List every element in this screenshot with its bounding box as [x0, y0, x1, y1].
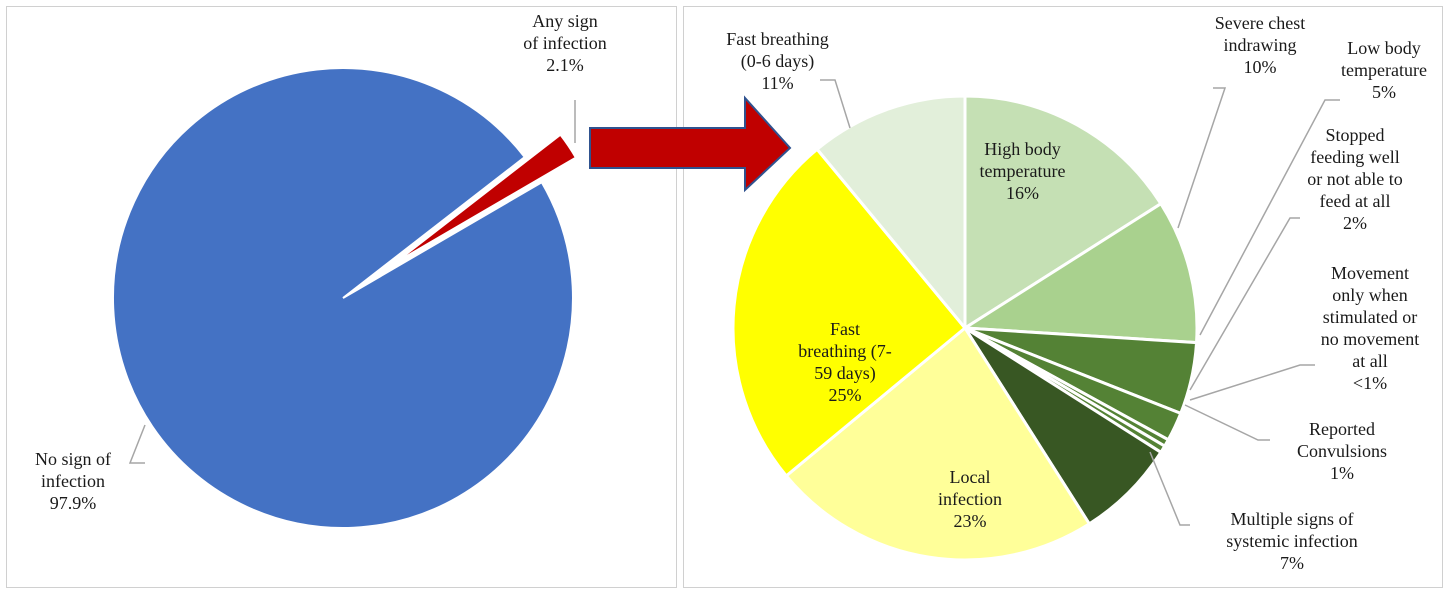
leader-line-7 [1184, 404, 1270, 441]
slice-multiple-signs-of-systemic-infection [963, 326, 1163, 526]
slice-label-low-temp: Low body temperature 5% [1341, 38, 1427, 102]
leader-line-4 [1199, 99, 1340, 336]
slice-label-stopped-feeding: Stopped feeding well or not able to feed… [1307, 125, 1403, 233]
leader-lines [128, 79, 1340, 526]
slice-label-severe-chest: Severe chest indrawing 10% [1214, 13, 1306, 77]
slice-severe-chest-indrawing [960, 201, 1199, 345]
slice-fast-breathing-7-59-days [731, 147, 968, 478]
slice-label-high-temp: High body temperature 16% [979, 139, 1066, 203]
slice-label-convulsions: Reported Convulsions 1% [1296, 419, 1388, 483]
slice-local-infection [784, 325, 1092, 562]
slice-label-fast-breathing-0-6: Fast breathing (0-6 days) 11% [726, 29, 829, 93]
leader-line-6 [1189, 364, 1315, 401]
leader-line-2 [820, 79, 851, 129]
slice-high-body-temperature [963, 94, 1163, 331]
slice-label-any-sign: Any sign of infection 2.1% [523, 11, 607, 75]
slice-label-fast-breathing-7-59: Fast breathing (7- 59 days) 25% [798, 319, 892, 405]
leader-line-3 [1177, 87, 1227, 229]
slice-label-multiple-signs: Multiple signs of systemic infection 7% [1226, 509, 1358, 573]
slice-no-sign-of-infection [111, 67, 574, 529]
leader-line-5 [1189, 217, 1300, 391]
leader-line-8 [1149, 451, 1190, 526]
overall-pie [111, 67, 578, 529]
slice-fast-breathing-0-6-days [815, 94, 967, 333]
slice-label-movement: Movement only when stimulated or no move… [1320, 263, 1420, 393]
breakdown-pie [731, 94, 1199, 562]
slice-label-local-infection: Local infection 23% [938, 467, 1002, 531]
slice-any-sign-of-infection [393, 133, 578, 265]
slice-label-no-sign: No sign of infection 97.9% [35, 449, 111, 513]
leader-line-1 [128, 424, 146, 464]
arrow-icon [589, 95, 792, 193]
